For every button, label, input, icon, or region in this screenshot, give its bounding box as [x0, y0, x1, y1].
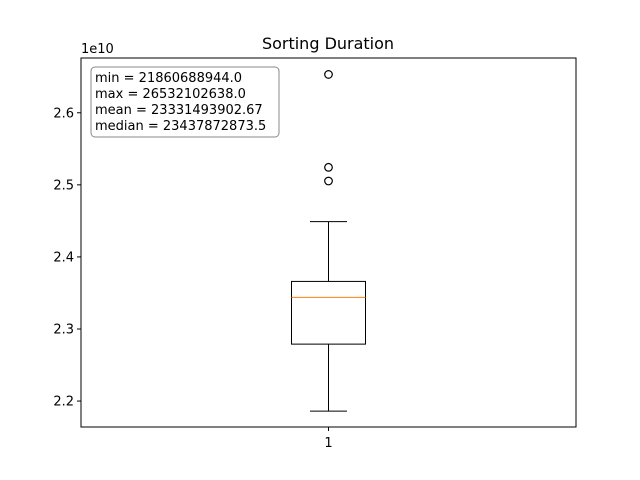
stats-box-frame	[90, 66, 280, 138]
stats-line: median = 23437872873.5	[95, 119, 266, 134]
y-axis-offset-label: 1e10	[81, 42, 114, 57]
stats-line: mean = 23331493902.67	[95, 103, 263, 118]
outlier-point	[324, 162, 333, 172]
outlier-point	[324, 176, 333, 186]
y-tick-label: 2.6	[53, 106, 74, 121]
outlier-point	[324, 70, 333, 79]
x-tick-label: 1	[324, 436, 332, 451]
stats-line: max = 26532102638.0	[95, 87, 246, 102]
y-tick-label: 2.4	[53, 250, 74, 265]
y-tick-label: 2.2	[53, 395, 74, 410]
stats-line: min = 21860688944.0	[95, 71, 242, 86]
y-tick-label: 2.3	[53, 322, 74, 337]
interquartile-box	[291, 280, 366, 345]
y-tick-label: 2.5	[53, 178, 74, 193]
chart-title: Sorting Duration	[262, 34, 394, 53]
plot-area: 2.2 2.3 2.4 2.5 2.6 1	[53, 57, 577, 451]
